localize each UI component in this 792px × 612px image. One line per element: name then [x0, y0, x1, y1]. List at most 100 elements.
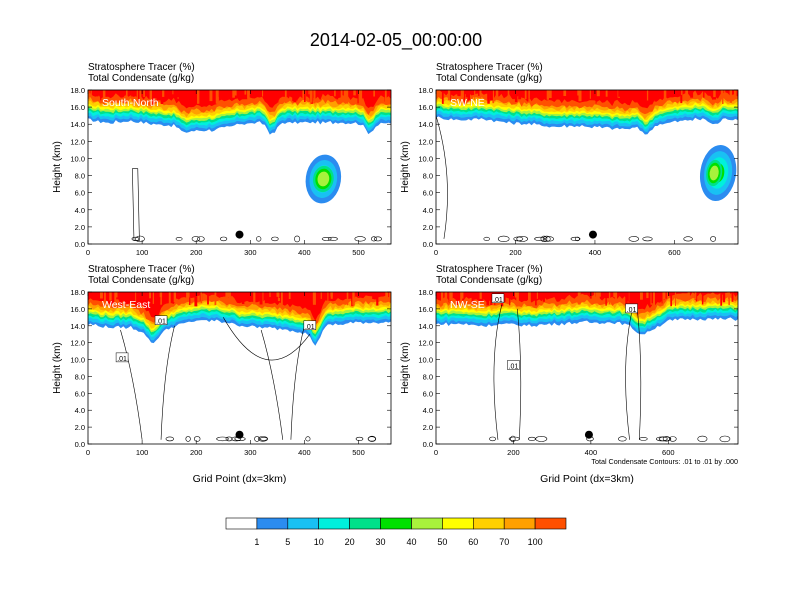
tracer-streak [312, 292, 315, 303]
y-tick-label: 0.0 [75, 240, 85, 249]
tracer-streak [444, 292, 448, 301]
y-tick-label: 8.0 [423, 372, 433, 381]
y-tick-label: 14.0 [70, 120, 85, 129]
condensate-contour [271, 236, 279, 242]
tracer-streak [100, 292, 103, 299]
condensate-contour [483, 236, 490, 241]
tracer-streak [136, 292, 138, 305]
tracer-streak [91, 90, 95, 95]
tracer-streak [461, 292, 464, 299]
condensate-contour [135, 235, 145, 243]
tracer-streak [685, 90, 688, 97]
tracer-streak [207, 292, 209, 305]
y-tick-label: 4.0 [75, 206, 85, 215]
tracer-streak [293, 90, 297, 103]
panel-label: NW-SE [450, 299, 485, 311]
y-tick-label: 16.0 [70, 305, 85, 314]
tracer-streak [264, 292, 268, 304]
tracer-streak [605, 292, 607, 306]
panel-header-condensate: Total Condensate (g/kg) [436, 73, 542, 84]
tracer-streak [126, 90, 128, 97]
tracer-streak [663, 90, 667, 100]
tracer-streak [269, 292, 271, 297]
tracer-streak [200, 292, 202, 304]
panel-west-east: Stratosphere Tracer (%)Total Condensate … [52, 264, 392, 485]
x-tick-label: 0 [434, 448, 438, 457]
tracer-streak [546, 90, 549, 100]
tracer-streak [334, 90, 336, 97]
condensate-contour [497, 235, 510, 242]
tracer-streak [241, 292, 245, 304]
colorbar-box [225, 517, 258, 530]
colorbar-label: 40 [406, 537, 416, 547]
tracer-streak [330, 292, 333, 297]
condensate-contour [534, 236, 546, 241]
tracer-streak [507, 90, 510, 102]
tracer-streak [651, 292, 653, 304]
contour-label-box [625, 303, 638, 314]
tracer-streak [109, 292, 112, 301]
field-area: SW-NE [436, 90, 738, 244]
tracer-streak [281, 292, 283, 306]
y-tick-label: 4.0 [75, 406, 85, 415]
tracer-streak [245, 292, 248, 298]
tracer-streak [670, 292, 672, 307]
condensate-contour [697, 435, 708, 443]
panel-header-tracer: Stratosphere Tracer (%) [436, 264, 543, 275]
y-tick-label: 6.0 [75, 189, 85, 198]
tracer-streak [186, 292, 189, 300]
tracer-streak [346, 90, 349, 104]
tracer-streak [150, 292, 153, 302]
contour-label-box [115, 352, 129, 363]
tracer-streak [613, 292, 616, 298]
tracer-streak [176, 90, 180, 98]
tracer-streak [90, 90, 92, 98]
tracer-streak [665, 292, 667, 299]
tracer-streak [120, 292, 123, 307]
tracer-streak [276, 292, 280, 297]
tracer-streak [734, 90, 737, 97]
tracer-streak [359, 90, 363, 102]
tracer-streak [357, 90, 361, 104]
tracer-streak [535, 292, 537, 306]
colorbar-box [411, 517, 443, 530]
tracer-streak [514, 90, 518, 103]
tracer-streak [214, 292, 217, 306]
tracer-streak [621, 292, 623, 298]
tracer-streak [674, 292, 677, 306]
tracer-streak [536, 292, 538, 299]
condensate-contour [216, 436, 229, 442]
y-tick-label: 12.0 [418, 137, 433, 146]
tracer-streak [152, 90, 154, 105]
tracer-streak [284, 90, 287, 103]
tracer-streak [461, 90, 464, 98]
condensate-contour [225, 436, 233, 442]
tracer-streak [489, 90, 493, 101]
y-tick-label: 16.0 [418, 305, 433, 314]
colorbar-label: 60 [468, 537, 478, 547]
tracer-streak [253, 292, 256, 305]
tracer-streak [593, 292, 596, 301]
tracer-streak [159, 292, 163, 298]
x-tick-label: 500 [352, 448, 365, 457]
tracer-streak [372, 292, 375, 299]
field-area: .01 .01 .01 NW-SE [436, 292, 738, 444]
tracer-streak [687, 292, 690, 301]
colorbar-label: 10 [314, 537, 324, 547]
tracer-streak [731, 292, 734, 302]
tracer-streak [720, 292, 723, 306]
tracer-streak [474, 90, 476, 101]
tracer-streak [262, 90, 264, 97]
y-tick-label: 10.0 [418, 154, 433, 163]
tracer-streak [105, 292, 109, 301]
tracer-streak [168, 292, 171, 306]
tracer-streak [527, 90, 530, 98]
tracer-streak [720, 90, 723, 100]
y-tick-label: 18.0 [418, 288, 433, 297]
panel-label: SW-NE [450, 97, 485, 109]
tracer-streak [724, 90, 726, 95]
condensate-contour [510, 435, 516, 443]
condensate-contour [575, 236, 580, 242]
tracer-streak [458, 90, 461, 97]
tracer-streak [324, 292, 327, 297]
